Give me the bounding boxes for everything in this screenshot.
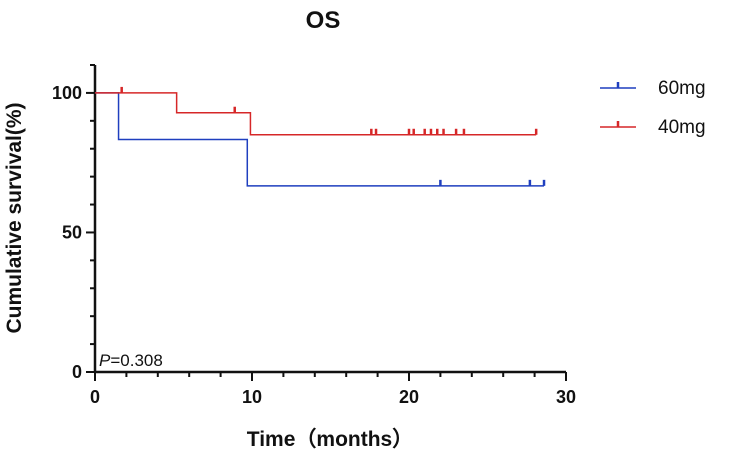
x-axis-label: Time（months） xyxy=(247,427,413,451)
x-tick-label: 30 xyxy=(556,387,576,407)
axes xyxy=(93,65,566,374)
legend-label-40mg: 40mg xyxy=(658,117,706,138)
x-tick-label: 0 xyxy=(90,387,100,407)
x-tick-label: 20 xyxy=(399,387,419,407)
x-tick-label: 10 xyxy=(242,387,262,407)
axis-ticks: 0 50 100 0 10 20 30 xyxy=(52,64,576,407)
plot-area xyxy=(95,86,546,187)
p-value-annotation: P=0.308 xyxy=(99,351,163,370)
p-value-text: =0.308 xyxy=(110,351,162,370)
p-value-prefix: P xyxy=(99,351,111,370)
y-axis-label: Cumulative survival(%) xyxy=(3,102,26,333)
chart-title: OS xyxy=(306,7,341,34)
y-tick-label: 0 xyxy=(72,362,82,382)
series-line-40mg xyxy=(95,92,537,136)
y-tick-label: 50 xyxy=(62,222,82,242)
y-tick-label: 100 xyxy=(52,83,82,103)
legend: 60mg 40mg xyxy=(600,78,706,138)
legend-label-60mg: 60mg xyxy=(658,78,706,99)
series-line-60mg xyxy=(95,92,545,187)
